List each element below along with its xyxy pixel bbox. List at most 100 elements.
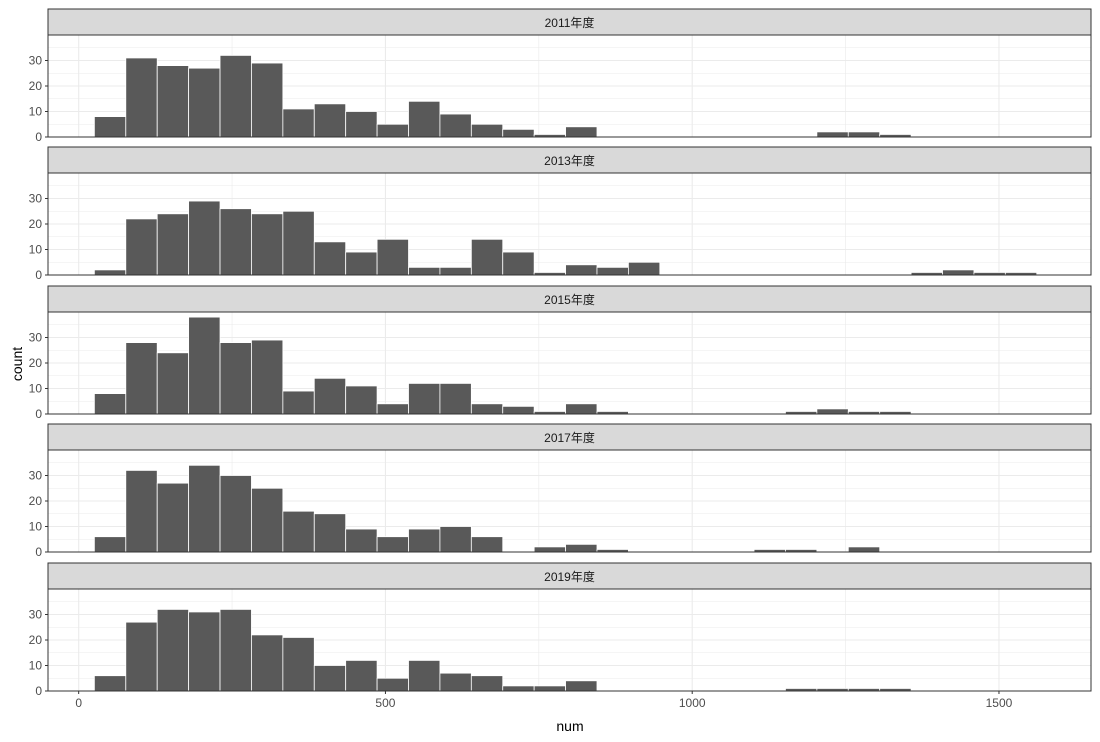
y-tick-label: 30 [29,331,43,345]
y-tick-label: 10 [29,520,43,534]
histogram-bar [345,111,378,138]
histogram-bar [313,377,347,415]
y-tick-label: 20 [29,217,43,231]
histogram-bar [156,482,190,553]
histogram-bar [408,382,441,415]
facet-strip [47,8,1092,36]
histogram-bars [62,200,1038,276]
histogram-bar [408,100,441,138]
histogram-bar [345,660,378,692]
histogram-bar [125,469,158,553]
y-tick-label: 0 [35,684,42,698]
y-tick-label: 20 [29,356,43,370]
histogram-bar [470,403,504,415]
y-axis: 0 10 20 30 [29,192,48,282]
histogram-bar [251,213,284,276]
y-tick-label: 20 [29,494,43,508]
histogram-bar [533,546,566,553]
facet-panels: 2011年度01020302013年度01020302015年度01020302… [29,8,1092,698]
y-tick-label: 30 [29,469,43,483]
histogram-bar [627,261,661,276]
histogram-bar [439,672,472,692]
histogram-bar [251,62,284,138]
histogram-bar [219,55,252,138]
histogram-bar [439,266,472,276]
histogram-bar [816,408,849,415]
facet-strip [47,146,1092,174]
histogram-bar [156,352,190,415]
facet-strip-label: 2015年度 [544,292,595,307]
x-axis-label: num [556,718,583,734]
histogram-bar [156,65,190,138]
histogram-bars [62,464,1069,553]
histogram-bar [93,536,127,553]
panel-border [47,588,1092,692]
facet-3: 2017年度 0 10 20 30 [29,423,1092,559]
facet-strip-label: 2017年度 [544,430,595,445]
histogram-bar [345,528,378,553]
histogram-bar [125,621,158,692]
histogram-bar [502,128,535,138]
histogram-bar [345,385,378,415]
histogram-bars [93,609,1069,692]
y-axis: 0 10 20 30 [29,608,48,698]
histogram-bar [408,266,441,276]
histogram-bar [251,487,284,553]
facet-strip-label: 2019年度 [544,569,595,584]
histogram-bar [313,513,347,553]
histogram-bar [565,680,598,692]
histogram-bar [188,67,221,138]
y-tick-label: 0 [35,545,42,559]
histogram-bars [62,316,1069,415]
histogram-bar [847,131,881,138]
panel-border [47,172,1092,276]
facet-0: 2011年度 0 10 20 30 [29,8,1092,144]
y-tick-label: 10 [29,659,43,673]
x-tick-label: 1500 [986,696,1013,710]
histogram-bar [847,546,881,553]
histogram-bar [376,536,409,553]
histogram-bar [502,685,535,692]
histogram-bar [251,339,284,415]
histogram-bar [251,634,284,692]
histogram-bar [470,123,504,138]
histogram-bar [470,675,504,692]
panel-border [47,34,1092,138]
histogram-bar [188,316,221,415]
y-tick-label: 30 [29,192,43,206]
histogram-bar [376,403,409,415]
histogram-bar [313,241,347,276]
histogram-bar [533,685,566,692]
x-tick-label: 500 [375,696,395,710]
histogram-bar [93,393,127,415]
histogram-bar [156,213,190,276]
histogram-bar [93,269,127,276]
histogram-bar [156,609,190,692]
facet-2: 2015年度 0 10 20 30 [29,285,1092,421]
histogram-bar [565,543,598,553]
histogram-bar [565,403,598,415]
histogram-bar [93,116,127,138]
facet-strip-label: 2013年度 [544,153,595,168]
histogram-bar [282,390,315,415]
y-tick-label: 20 [29,633,43,647]
facet-1: 2013年度 0 10 20 30 [29,146,1092,282]
y-tick-label: 30 [29,608,43,622]
y-tick-label: 0 [35,130,42,144]
y-tick-label: 10 [29,243,43,257]
histogram-bar [188,611,221,692]
y-tick-label: 0 [35,407,42,421]
histogram-bar [313,665,347,692]
histogram-bar [565,126,598,138]
histogram-bar [439,113,472,138]
histogram-bar [219,342,252,415]
y-axis: 0 10 20 30 [29,331,48,421]
y-tick-label: 0 [35,268,42,282]
y-tick-label: 30 [29,54,43,68]
histogram-bar [565,264,598,276]
y-tick-label: 10 [29,105,43,119]
histogram-bar [282,637,315,692]
histogram-bar [219,475,252,553]
panel-border [47,311,1092,415]
